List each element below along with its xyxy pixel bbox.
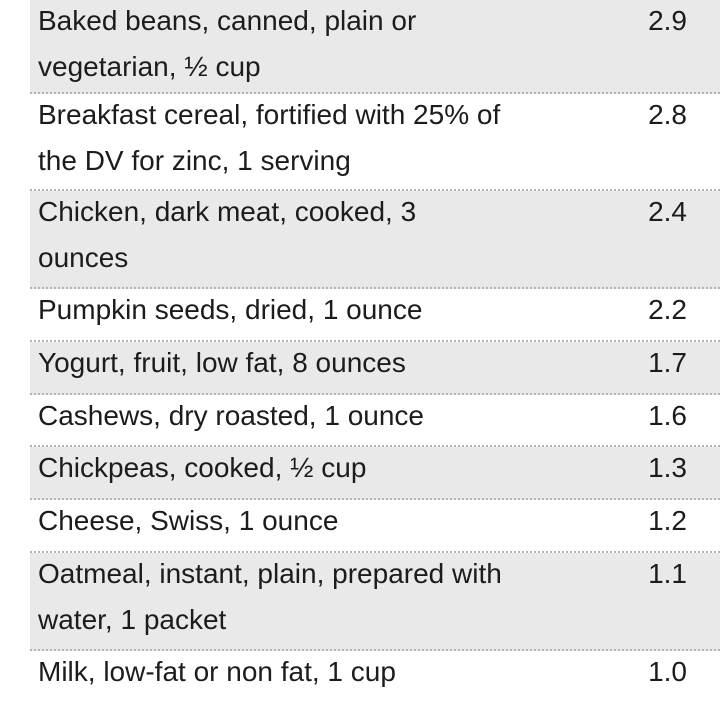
zinc-value: 1.1 — [648, 558, 687, 589]
food-name: Chicken, dark meat, cooked, 3 ounces — [38, 196, 417, 273]
food-name: Baked beans, canned, plain or vegetarian… — [38, 5, 417, 82]
table-row: Chicken, dark meat, cooked, 3 ounces 2.4 — [30, 191, 720, 289]
food-name: Oatmeal, instant, plain, prepared with w… — [38, 558, 502, 635]
table-row: Chickpeas, cooked, ½ cup 1.3 — [30, 447, 720, 500]
table-row: Breakfast cereal, fortified with 25% of … — [30, 94, 720, 191]
zinc-value: 1.0 — [648, 656, 687, 687]
food-name: Breakfast cereal, fortified with 25% of … — [38, 99, 501, 176]
food-name: Chickpeas, cooked, ½ cup — [38, 452, 367, 483]
zinc-value: 2.4 — [648, 196, 687, 227]
food-name: Milk, low-fat or non fat, 1 cup — [38, 656, 396, 687]
zinc-food-table: Baked beans, canned, plain or vegetarian… — [30, 0, 720, 702]
table-row: Baked beans, canned, plain or vegetarian… — [30, 0, 720, 94]
zinc-value: 2.9 — [648, 5, 687, 36]
food-name: Pumpkin seeds, dried, 1 ounce — [38, 294, 423, 325]
table-row: Milk, low-fat or non fat, 1 cup 1.0 — [30, 651, 720, 702]
table-row: Pumpkin seeds, dried, 1 ounce 2.2 — [30, 289, 720, 342]
food-name: Cashews, dry roasted, 1 ounce — [38, 400, 424, 431]
table-row: Cashews, dry roasted, 1 ounce 1.6 — [30, 395, 720, 447]
zinc-value: 1.2 — [648, 505, 687, 536]
zinc-value: 2.2 — [648, 294, 687, 325]
table-row: Cheese, Swiss, 1 ounce 1.2 — [30, 500, 720, 553]
table-row: Yogurt, fruit, low fat, 8 ounces 1.7 — [30, 342, 720, 395]
food-name: Yogurt, fruit, low fat, 8 ounces — [38, 347, 406, 378]
food-name: Cheese, Swiss, 1 ounce — [38, 505, 339, 536]
zinc-value: 1.3 — [648, 452, 687, 483]
zinc-value: 2.8 — [648, 99, 687, 130]
table-row: Oatmeal, instant, plain, prepared with w… — [30, 553, 720, 651]
zinc-value: 1.6 — [648, 400, 687, 431]
zinc-value: 1.7 — [648, 347, 687, 378]
